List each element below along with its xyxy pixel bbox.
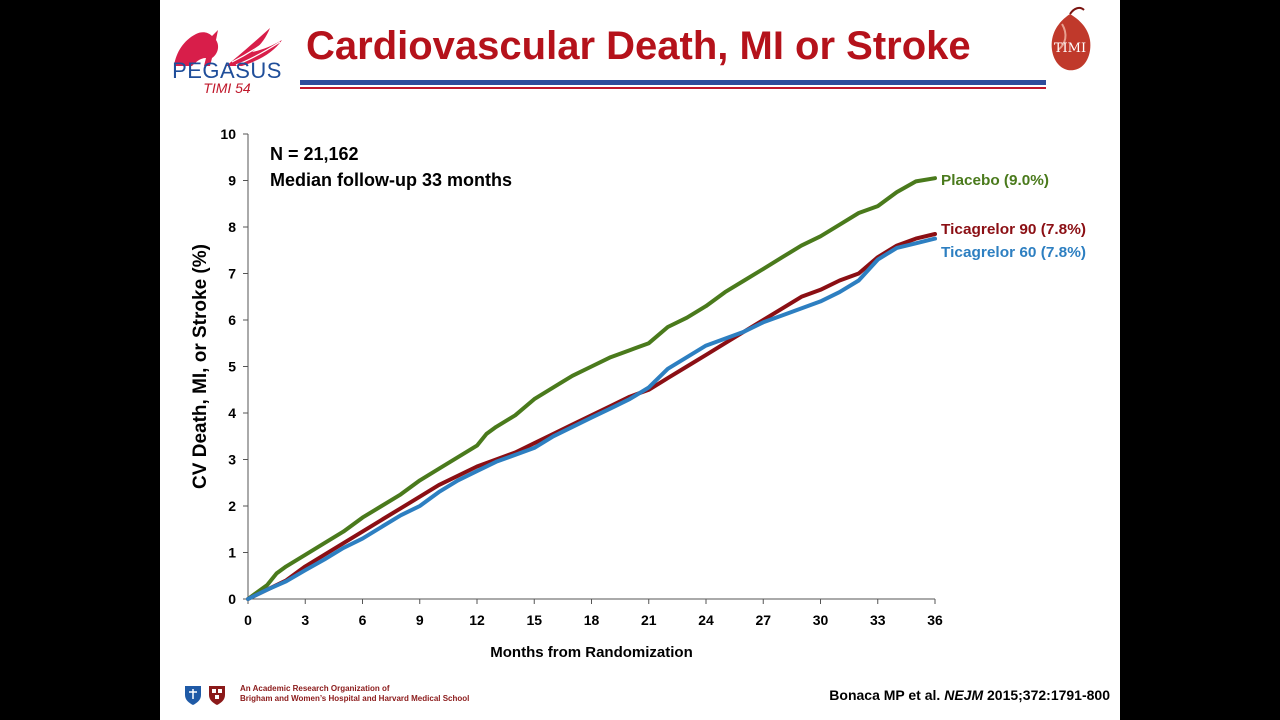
x-tick-label: 3 [301, 612, 309, 628]
x-tick-label: 21 [641, 612, 657, 628]
y-tick-label: 0 [228, 591, 236, 607]
logo-text: PEGASUS [172, 58, 282, 83]
timi-logo-icon: TIMI [1051, 6, 1091, 71]
footer-org-line2: Brigham and Women’s Hospital and Harvard… [240, 694, 470, 703]
x-tick-label: 6 [359, 612, 367, 628]
slide: PEGASUS TIMI 54 Cardiovascular Death, MI… [160, 0, 1120, 720]
citation-details: 2015;372:1791-800 [983, 687, 1110, 703]
x-tick-label: 15 [526, 612, 542, 628]
series-line-ticagrelor90 [246, 232, 937, 601]
harvard-shield-icon [209, 686, 225, 705]
x-tick-label: 27 [755, 612, 771, 628]
y-tick-label: 6 [228, 312, 236, 328]
legend-label-ticagrelor90: Ticagrelor 90 (7.8%) [941, 221, 1086, 238]
timi-logo-text: TIMI [1054, 41, 1086, 56]
x-tick-label: 18 [584, 612, 600, 628]
legend-label-ticagrelor60: Ticagrelor 60 (7.8%) [941, 244, 1086, 261]
chart-annotation: Median follow-up 33 months [270, 170, 512, 190]
pegasus-logo-icon [174, 28, 282, 66]
y-tick-label: 3 [228, 452, 236, 468]
footer-org-line1: An Academic Research Organization of [240, 684, 390, 693]
x-tick-label: 33 [870, 612, 886, 628]
y-tick-label: 7 [228, 266, 236, 282]
citation-authors: Bonaca MP et al. [829, 687, 945, 703]
citation-journal: NEJM [944, 687, 984, 703]
title-rule-red [300, 87, 1046, 89]
y-tick-label: 9 [228, 173, 236, 189]
logo-subtext: TIMI 54 [203, 80, 251, 96]
x-tick-label: 30 [813, 612, 829, 628]
y-axis-label: CV Death, MI, or Stroke (%) [190, 244, 211, 489]
x-tick-label: 12 [469, 612, 485, 628]
y-tick-label: 5 [228, 359, 236, 375]
x-tick-label: 24 [698, 612, 714, 628]
x-tick-label: 0 [244, 612, 252, 628]
title-rule-blue [300, 80, 1046, 85]
y-tick-label: 10 [220, 126, 236, 142]
page-title: Cardiovascular Death, MI or Stroke [306, 24, 971, 68]
bwh-shield-icon [185, 686, 201, 705]
y-tick-label: 2 [228, 498, 236, 514]
y-tick-label: 8 [228, 219, 236, 235]
x-tick-label: 36 [927, 612, 943, 628]
x-tick-label: 9 [416, 612, 424, 628]
y-tick-label: 4 [228, 405, 236, 421]
x-axis-label: Months from Randomization [490, 644, 693, 661]
legend-label-placebo: Placebo (9.0%) [941, 172, 1049, 189]
series-line-placebo [246, 176, 937, 601]
series-line-ticagrelor60 [246, 236, 937, 601]
chart-annotation: N = 21,162 [270, 144, 359, 164]
citation: Bonaca MP et al. NEJM 2015;372:1791-800 [829, 687, 1110, 703]
y-tick-label: 1 [228, 545, 236, 561]
